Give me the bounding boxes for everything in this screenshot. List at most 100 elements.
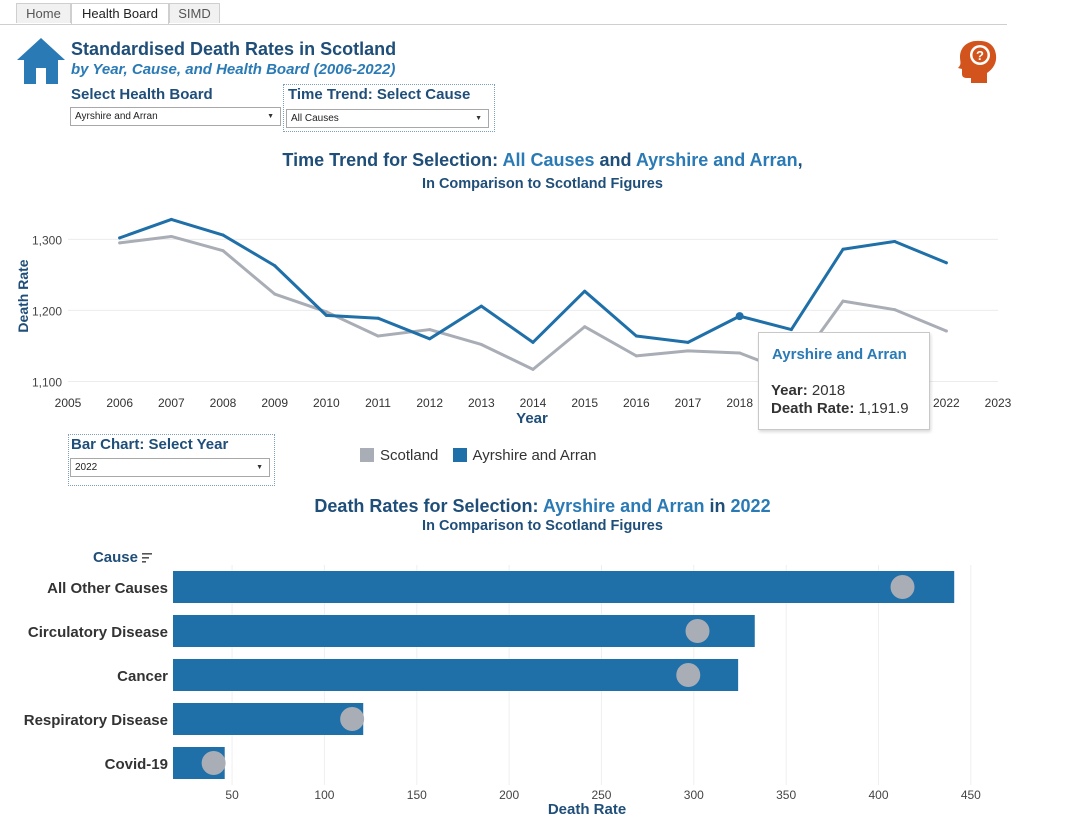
time-trend-filter-label: Time Trend: Select Cause <box>288 86 471 103</box>
category-label: Cancer <box>117 668 168 685</box>
scotland-point-2017[interactable] <box>686 349 690 353</box>
board-point-2016[interactable] <box>634 334 638 338</box>
x-tick-label: 50 <box>225 788 239 802</box>
scotland-point-2014[interactable] <box>531 367 535 371</box>
x-tick-label: 2015 <box>571 396 598 410</box>
x-tick-label: 150 <box>407 788 427 802</box>
category-label: Respiratory Disease <box>24 712 168 729</box>
x-tick-label: 250 <box>591 788 611 802</box>
x-tick-label: 350 <box>776 788 796 802</box>
tooltip-series-name: Ayrshire and Arran <box>772 346 907 363</box>
health-board-filter-label: Select Health Board <box>71 86 213 103</box>
cause-header[interactable]: Cause <box>93 549 138 566</box>
legend-item-board[interactable]: Ayrshire and Arran <box>452 447 597 464</box>
y-tick-label: 1,300 <box>32 233 62 247</box>
legend-item-scotland[interactable]: Scotland <box>360 447 438 464</box>
x-tick-label: 2005 <box>55 396 82 410</box>
board-point-2015[interactable] <box>583 289 587 293</box>
cause-dropdown-value: All Causes <box>291 113 339 124</box>
x-tick-label: 2016 <box>623 396 650 410</box>
board-point-2021[interactable] <box>893 239 897 243</box>
line-y-axis-label: Death Rate <box>15 259 31 332</box>
scotland-point-2018[interactable] <box>738 351 742 355</box>
scotland-point-2009[interactable] <box>273 292 277 296</box>
y-tick-label: 1,200 <box>32 304 62 318</box>
board-point-2009[interactable] <box>273 264 277 268</box>
board-point-2019[interactable] <box>789 328 793 332</box>
board-point-2008[interactable] <box>221 233 225 237</box>
year-dropdown[interactable]: 2022 ▼ <box>70 458 270 477</box>
category-label: All Other Causes <box>47 580 168 597</box>
scotland-point-2020[interactable] <box>841 299 845 303</box>
scotland-point-2013[interactable] <box>479 342 483 346</box>
legend-swatch-scotland <box>360 448 374 462</box>
bar-board[interactable] <box>173 659 739 691</box>
bar-title-year: 2022 <box>730 496 771 516</box>
category-label: Circulatory Disease <box>28 624 168 641</box>
scotland-point-2006[interactable] <box>118 241 122 245</box>
board-point-2014[interactable] <box>531 340 535 344</box>
bar-chart-subtitle: In Comparison to Scotland Figures <box>422 518 663 534</box>
cause-dropdown[interactable]: All Causes ▼ <box>286 109 489 128</box>
year-filter-box <box>68 434 275 486</box>
bar-board[interactable] <box>173 703 364 735</box>
scotland-point-2022[interactable] <box>944 329 948 333</box>
board-point-2020[interactable] <box>841 247 845 251</box>
board-point-2006[interactable] <box>118 236 122 240</box>
x-tick-label: 450 <box>961 788 981 802</box>
scotland-marker[interactable] <box>676 663 701 687</box>
scotland-point-2012[interactable] <box>428 328 432 332</box>
bar-x-axis-label: Death Rate <box>548 801 626 817</box>
tab-health-board[interactable]: Health Board <box>71 3 169 24</box>
tab-home[interactable]: Home <box>16 3 71 23</box>
year-filter-label: Bar Chart: Select Year <box>71 436 229 453</box>
home-icon[interactable] <box>16 37 66 85</box>
x-tick-label: 300 <box>684 788 704 802</box>
x-tick-label: 2006 <box>106 396 133 410</box>
category-label: Covid-19 <box>105 756 168 773</box>
scotland-point-2011[interactable] <box>376 334 380 338</box>
highlighted-point[interactable] <box>735 312 744 321</box>
x-tick-label: 2009 <box>261 396 288 410</box>
bar-board[interactable] <box>173 571 955 603</box>
scotland-marker[interactable] <box>340 707 365 731</box>
tooltip: Ayrshire and Arran Year: 2018 Death Rate… <box>758 332 930 430</box>
scotland-marker[interactable] <box>685 619 710 643</box>
x-tick-label: 2011 <box>365 396 391 410</box>
scotland-marker[interactable] <box>201 751 226 775</box>
tab-bar: Home Health Board SIMD <box>0 0 1007 25</box>
x-tick-label: 2017 <box>675 396 702 410</box>
scotland-point-2008[interactable] <box>221 249 225 253</box>
bar-chart-title: Death Rates for Selection: Ayrshire and … <box>314 496 771 516</box>
x-tick-label: 400 <box>868 788 888 802</box>
board-point-2007[interactable] <box>169 217 173 221</box>
line-chart-legend: Scotland Ayrshire and Arran <box>360 447 607 464</box>
x-tick-label: 2022 <box>933 396 960 410</box>
x-tick-label: 2008 <box>210 396 237 410</box>
legend-swatch-board <box>452 448 467 462</box>
board-point-2017[interactable] <box>686 340 690 344</box>
bar-title-board: Ayrshire and Arran <box>542 496 705 516</box>
x-tick-label: 200 <box>499 788 519 802</box>
health-board-dropdown-value: Ayrshire and Arran <box>75 111 158 122</box>
scotland-point-2016[interactable] <box>634 354 638 358</box>
y-tick-label: 1,100 <box>32 375 62 389</box>
scotland-marker[interactable] <box>890 575 915 599</box>
board-point-2022[interactable] <box>944 261 948 265</box>
dropdown-arrow-icon: ▼ <box>267 113 274 120</box>
board-point-2012[interactable] <box>428 337 432 341</box>
line-chart-subtitle: In Comparison to Scotland Figures <box>422 176 663 192</box>
scotland-point-2021[interactable] <box>893 308 897 312</box>
bar-board[interactable] <box>173 615 755 647</box>
x-tick-label: 2013 <box>468 396 495 410</box>
board-point-2011[interactable] <box>376 316 380 320</box>
x-tick-label: 2012 <box>416 396 443 410</box>
tab-simd[interactable]: SIMD <box>169 3 220 23</box>
scotland-point-2007[interactable] <box>169 234 173 238</box>
sort-icon[interactable] <box>142 553 152 563</box>
head-question-icon[interactable]: ? <box>953 37 999 83</box>
scotland-point-2015[interactable] <box>583 325 587 329</box>
board-point-2010[interactable] <box>324 313 328 317</box>
health-board-dropdown[interactable]: Ayrshire and Arran ▼ <box>70 107 281 126</box>
board-point-2013[interactable] <box>479 304 483 308</box>
